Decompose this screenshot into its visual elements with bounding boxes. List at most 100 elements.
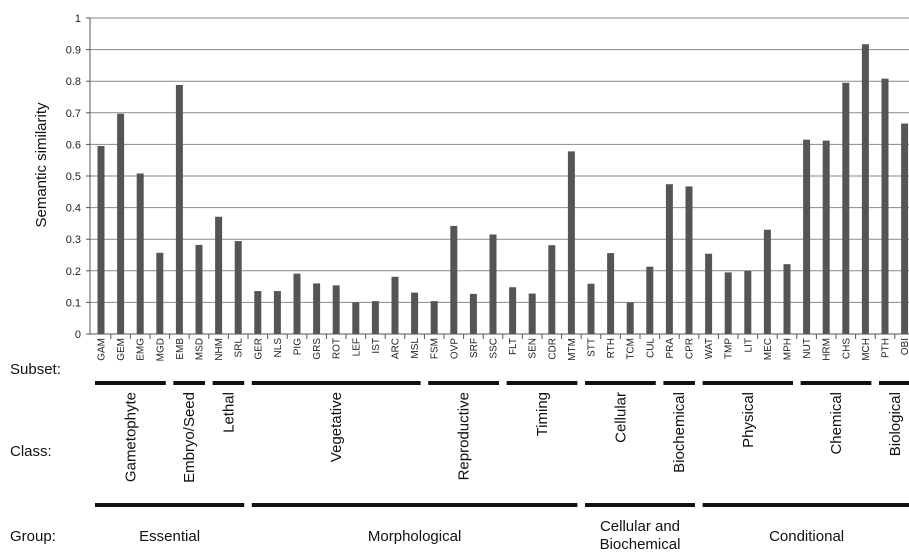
bar	[763, 229, 771, 334]
class-label: Cellular	[612, 392, 629, 443]
bar	[450, 225, 458, 334]
y-tick-label: 0	[75, 329, 81, 341]
bar	[567, 151, 575, 334]
subset-label: SEN	[528, 338, 539, 359]
row-label-class: Class:	[10, 443, 52, 460]
bar	[234, 241, 242, 334]
subset-label: PRA	[665, 338, 676, 359]
subset-label: ROT	[332, 338, 343, 359]
subset-label: CDR	[547, 338, 558, 360]
y-tick-label: 0.3	[66, 234, 81, 246]
subset-label: MSD	[195, 338, 206, 360]
bar	[528, 293, 536, 334]
subset-label: FSM	[430, 338, 441, 359]
subset-label: FLT	[508, 338, 519, 355]
bar	[685, 186, 693, 334]
bar	[881, 78, 889, 334]
bar	[156, 252, 164, 334]
class-label: Biological	[887, 392, 904, 456]
bar	[391, 276, 399, 334]
subset-label: PIG	[293, 338, 304, 355]
bar	[293, 273, 301, 334]
class-label: Timing	[534, 392, 551, 436]
subset-label: TCM	[626, 338, 637, 360]
bar	[313, 283, 321, 334]
subset-label: SSC	[489, 338, 500, 359]
bar	[215, 216, 223, 334]
bar	[548, 245, 556, 334]
bar	[803, 139, 811, 334]
subset-label: MCH	[861, 338, 872, 361]
bar	[371, 301, 379, 334]
subset-label: STT	[587, 338, 598, 357]
y-tick-label: 0.2	[66, 266, 81, 278]
subset-label: MEC	[763, 338, 774, 360]
bar	[705, 253, 713, 334]
bar	[783, 264, 791, 334]
bar	[744, 270, 752, 334]
bar	[254, 291, 262, 334]
subset-label: IST	[371, 338, 382, 354]
y-tick-label: 0.4	[66, 203, 81, 215]
y-axis-ticks: 0 0.1 0.2 0.3 0.4 0.5 0.6 0.7 0.8 0.9 1	[66, 13, 91, 341]
class-label: Biochemical	[671, 392, 688, 473]
subset-label: CUL	[645, 338, 656, 358]
subset-label: EMG	[136, 338, 147, 361]
subset-label: MSL	[410, 338, 421, 359]
bar	[626, 302, 634, 334]
subset-label: NHM	[214, 338, 225, 361]
subset-label: TMP	[724, 338, 735, 359]
bar	[587, 283, 595, 334]
class-label: Embryo/Seed	[181, 392, 198, 483]
bar	[646, 266, 654, 334]
bar	[861, 44, 869, 335]
y-tick-label: 0.6	[66, 139, 81, 151]
bar	[117, 113, 125, 334]
subset-label: LEF	[351, 338, 362, 356]
bar	[175, 84, 183, 334]
subset-label: NLS	[273, 338, 284, 358]
subset-label: GRS	[312, 338, 323, 360]
subset-label: LIT	[743, 338, 754, 352]
bar	[332, 285, 340, 334]
subset-label: OVP	[449, 338, 460, 359]
y-axis-label: Semantic similarity	[33, 102, 50, 228]
subset-label: RTH	[606, 338, 617, 358]
subset-label: SRF	[469, 338, 480, 358]
y-tick-label: 0.5	[66, 171, 81, 183]
subset-label: CHS	[841, 338, 852, 359]
bar	[901, 123, 909, 334]
bar	[136, 173, 144, 334]
bar	[195, 244, 203, 334]
group-brackets: Essential Morphological Cellular and Bioche…	[95, 503, 909, 552]
bar	[509, 287, 517, 334]
class-label: Vegetative	[328, 392, 345, 462]
subset-label: PTH	[881, 338, 892, 358]
bar	[842, 82, 850, 334]
subset-label: ARC	[391, 338, 402, 359]
row-label-group: Group:	[10, 528, 56, 545]
subset-label: MGD	[155, 338, 166, 361]
subset-labels: GAM GEM EMG MGD EMB MSD NHM SRL GER NLS PIG GRS ROT L…	[97, 334, 909, 361]
bar	[724, 272, 732, 334]
bar	[665, 184, 673, 334]
subset-label: WAT	[704, 338, 715, 359]
group-label: Conditional	[769, 528, 844, 545]
subset-label: EMB	[175, 338, 186, 360]
y-tick-label: 0.9	[66, 45, 81, 57]
subset-label: OBI	[900, 338, 909, 355]
subset-label: SRL	[234, 338, 245, 358]
y-tick-label: 0.1	[66, 297, 81, 309]
subset-label: NUT	[802, 338, 813, 359]
bar	[822, 140, 830, 334]
bars	[97, 44, 909, 335]
y-tick-label: 1	[75, 13, 81, 25]
bar	[430, 301, 438, 334]
y-tick-label: 0.7	[66, 108, 81, 120]
class-label: Lethal	[220, 392, 237, 433]
bar	[352, 302, 360, 334]
subset-label: CPR	[685, 338, 696, 359]
group-label: Cellular and Biochemical	[600, 518, 681, 552]
class-label: Physical	[740, 392, 757, 448]
